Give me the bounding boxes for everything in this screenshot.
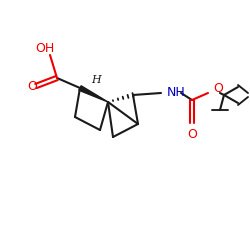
Polygon shape [79,86,108,102]
Text: O: O [27,80,37,92]
Text: O: O [187,128,197,141]
Text: H: H [91,75,101,85]
Text: NH: NH [167,86,186,100]
Text: OH: OH [36,42,54,54]
Text: O: O [213,82,223,96]
